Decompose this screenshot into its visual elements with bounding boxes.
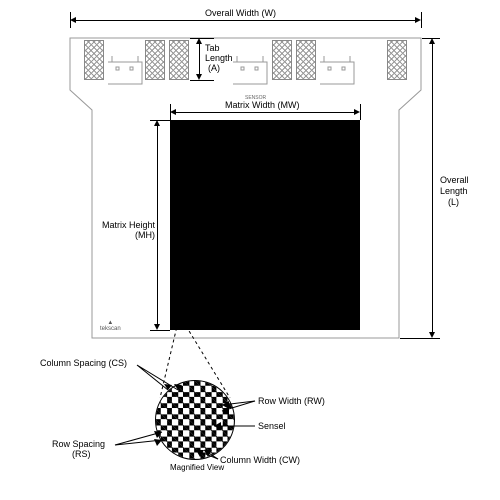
rs-leader [0,0,500,500]
diagram: { "labels": { "overallWidth": "Overall W… [0,0,500,500]
magnified-view-label: Magnified View [170,463,224,472]
